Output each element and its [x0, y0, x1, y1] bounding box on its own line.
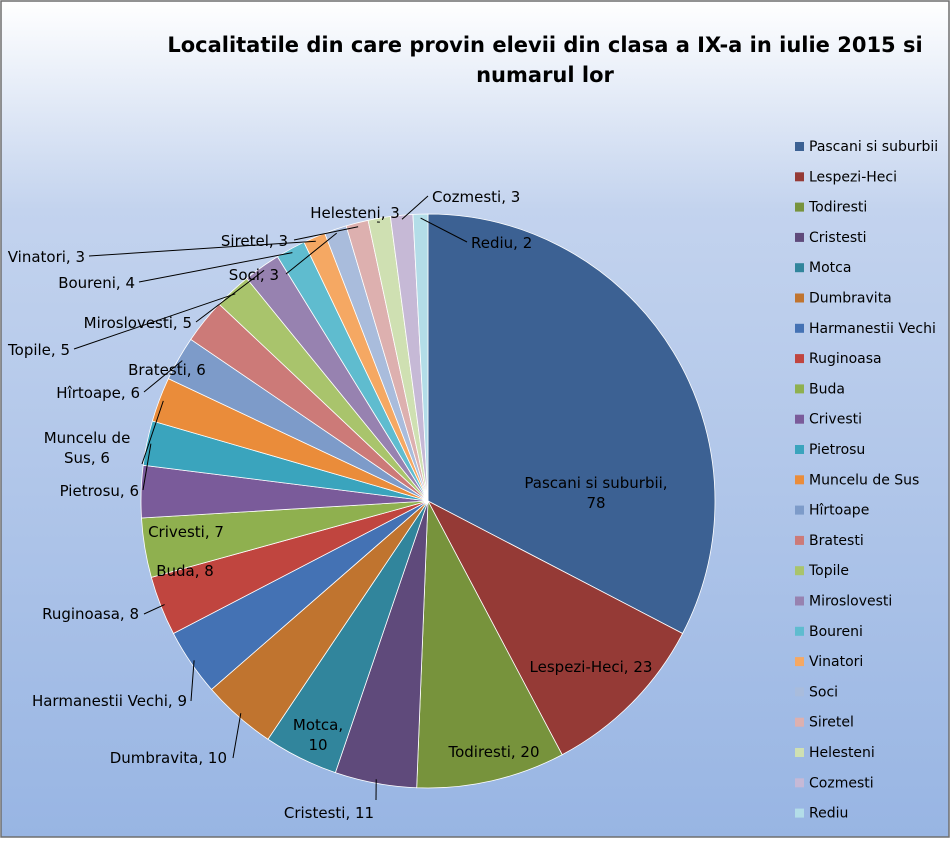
- data-label-rediu: Rediu, 2: [471, 234, 532, 252]
- data-label-todiresti: Todiresti, 20: [447, 743, 539, 761]
- legend-label-soci: Soci: [809, 684, 838, 700]
- data-label-soci: Soci, 3: [229, 266, 279, 284]
- legend-label-siretel: Siretel: [809, 715, 854, 731]
- legend-label-topile: Topile: [808, 563, 849, 579]
- legend-swatch-helesteni: [795, 748, 804, 757]
- legend-swatch-muncelu-de-sus: [795, 475, 804, 484]
- legend-label-rediu: Rediu: [809, 806, 848, 822]
- legend-swatch-ruginoasa: [795, 354, 804, 363]
- legend-label-ruginoasa: Ruginoasa: [809, 351, 882, 367]
- legend-swatch-harmanestii-vechi: [795, 324, 804, 333]
- legend-swatch-lespezi-heci: [795, 172, 804, 181]
- legend-swatch-topile: [795, 566, 804, 575]
- legend-label-todiresti: Todiresti: [808, 200, 867, 216]
- legend-swatch-vinatori: [795, 657, 804, 666]
- legend-label-cozmesti: Cozmesti: [809, 775, 874, 791]
- legend-swatch-dumbravita: [795, 294, 804, 303]
- legend-swatch-buda: [795, 384, 804, 393]
- legend-label-boureni: Boureni: [809, 624, 863, 640]
- data-label-boureni: Boureni, 4: [58, 274, 135, 292]
- legend-swatch-crivesti: [795, 415, 804, 424]
- chart-title-line-1: Localitatile din care provin elevii din …: [167, 33, 922, 57]
- legend-swatch-soci: [795, 687, 804, 696]
- legend-label-dumbravita: Dumbravita: [809, 291, 892, 307]
- legend-swatch-boureni: [795, 627, 804, 636]
- legend-label-harmanestii-vechi: Harmanestii Vechi: [809, 321, 936, 337]
- data-label-ruginoasa: Ruginoasa, 8: [42, 605, 139, 623]
- legend-label-helesteni: Helesteni: [809, 745, 875, 761]
- legend-label-vinatori: Vinatori: [809, 654, 863, 670]
- legend-label-bratesti: Bratesti: [809, 533, 864, 549]
- data-label-harmanestii-vechi: Harmanestii Vechi, 9: [32, 692, 187, 710]
- legend-swatch-todiresti: [795, 203, 804, 212]
- legend-swatch-hirtoape: [795, 506, 804, 515]
- legend-label-crivesti: Crivesti: [809, 412, 862, 428]
- data-label-cristesti: Cristesti, 11: [284, 804, 374, 822]
- legend-label-miroslovesti: Miroslovesti: [809, 594, 892, 610]
- legend-label-pascani-si-suburbii: Pascani si suburbii: [809, 139, 938, 155]
- legend-swatch-cristesti: [795, 233, 804, 242]
- legend-swatch-motca: [795, 263, 804, 272]
- legend-swatch-pascani-si-suburbii: [795, 142, 804, 151]
- legend-label-muncelu-de-sus: Muncelu de Sus: [809, 472, 919, 488]
- chart-title-line-2: numarul lor: [476, 63, 614, 87]
- data-label-dumbravita: Dumbravita, 10: [110, 749, 227, 767]
- legend-label-pietrosu: Pietrosu: [809, 442, 865, 458]
- data-label-lespezi-heci: Lespezi-Heci, 23: [530, 658, 653, 676]
- legend-label-buda: Buda: [809, 381, 845, 397]
- legend-label-motca: Motca: [809, 260, 851, 276]
- data-label-bratesti: Bratesti, 6: [128, 361, 206, 379]
- legend-label-hirtoape: Hîrtoape: [809, 503, 869, 519]
- data-label-siretel: Siretel, 3: [221, 232, 288, 250]
- data-label-hirtoape: Hîrtoape, 6: [56, 384, 140, 402]
- legend-swatch-miroslovesti: [795, 597, 804, 606]
- legend-label-lespezi-heci: Lespezi-Heci: [809, 169, 897, 185]
- data-label-helesteni: Helesteni, 3: [310, 204, 400, 222]
- legend-swatch-siretel: [795, 718, 804, 727]
- legend-swatch-pietrosu: [795, 445, 804, 454]
- data-label-buda: Buda, 8: [156, 562, 214, 580]
- data-label-vinatori: Vinatori, 3: [8, 248, 85, 266]
- legend-swatch-cozmesti: [795, 778, 804, 787]
- data-label-crivesti: Crivesti, 7: [148, 523, 224, 541]
- legend-swatch-rediu: [795, 809, 804, 818]
- data-label-pietrosu: Pietrosu, 6: [60, 482, 139, 500]
- data-label-cozmesti: Cozmesti, 3: [432, 188, 520, 206]
- pie-slices: [141, 214, 715, 788]
- data-label-topile: Topile, 5: [7, 341, 70, 359]
- data-label-miroslovesti: Miroslovesti, 5: [84, 314, 192, 332]
- legend-swatch-bratesti: [795, 536, 804, 545]
- legend-label-cristesti: Cristesti: [809, 230, 867, 246]
